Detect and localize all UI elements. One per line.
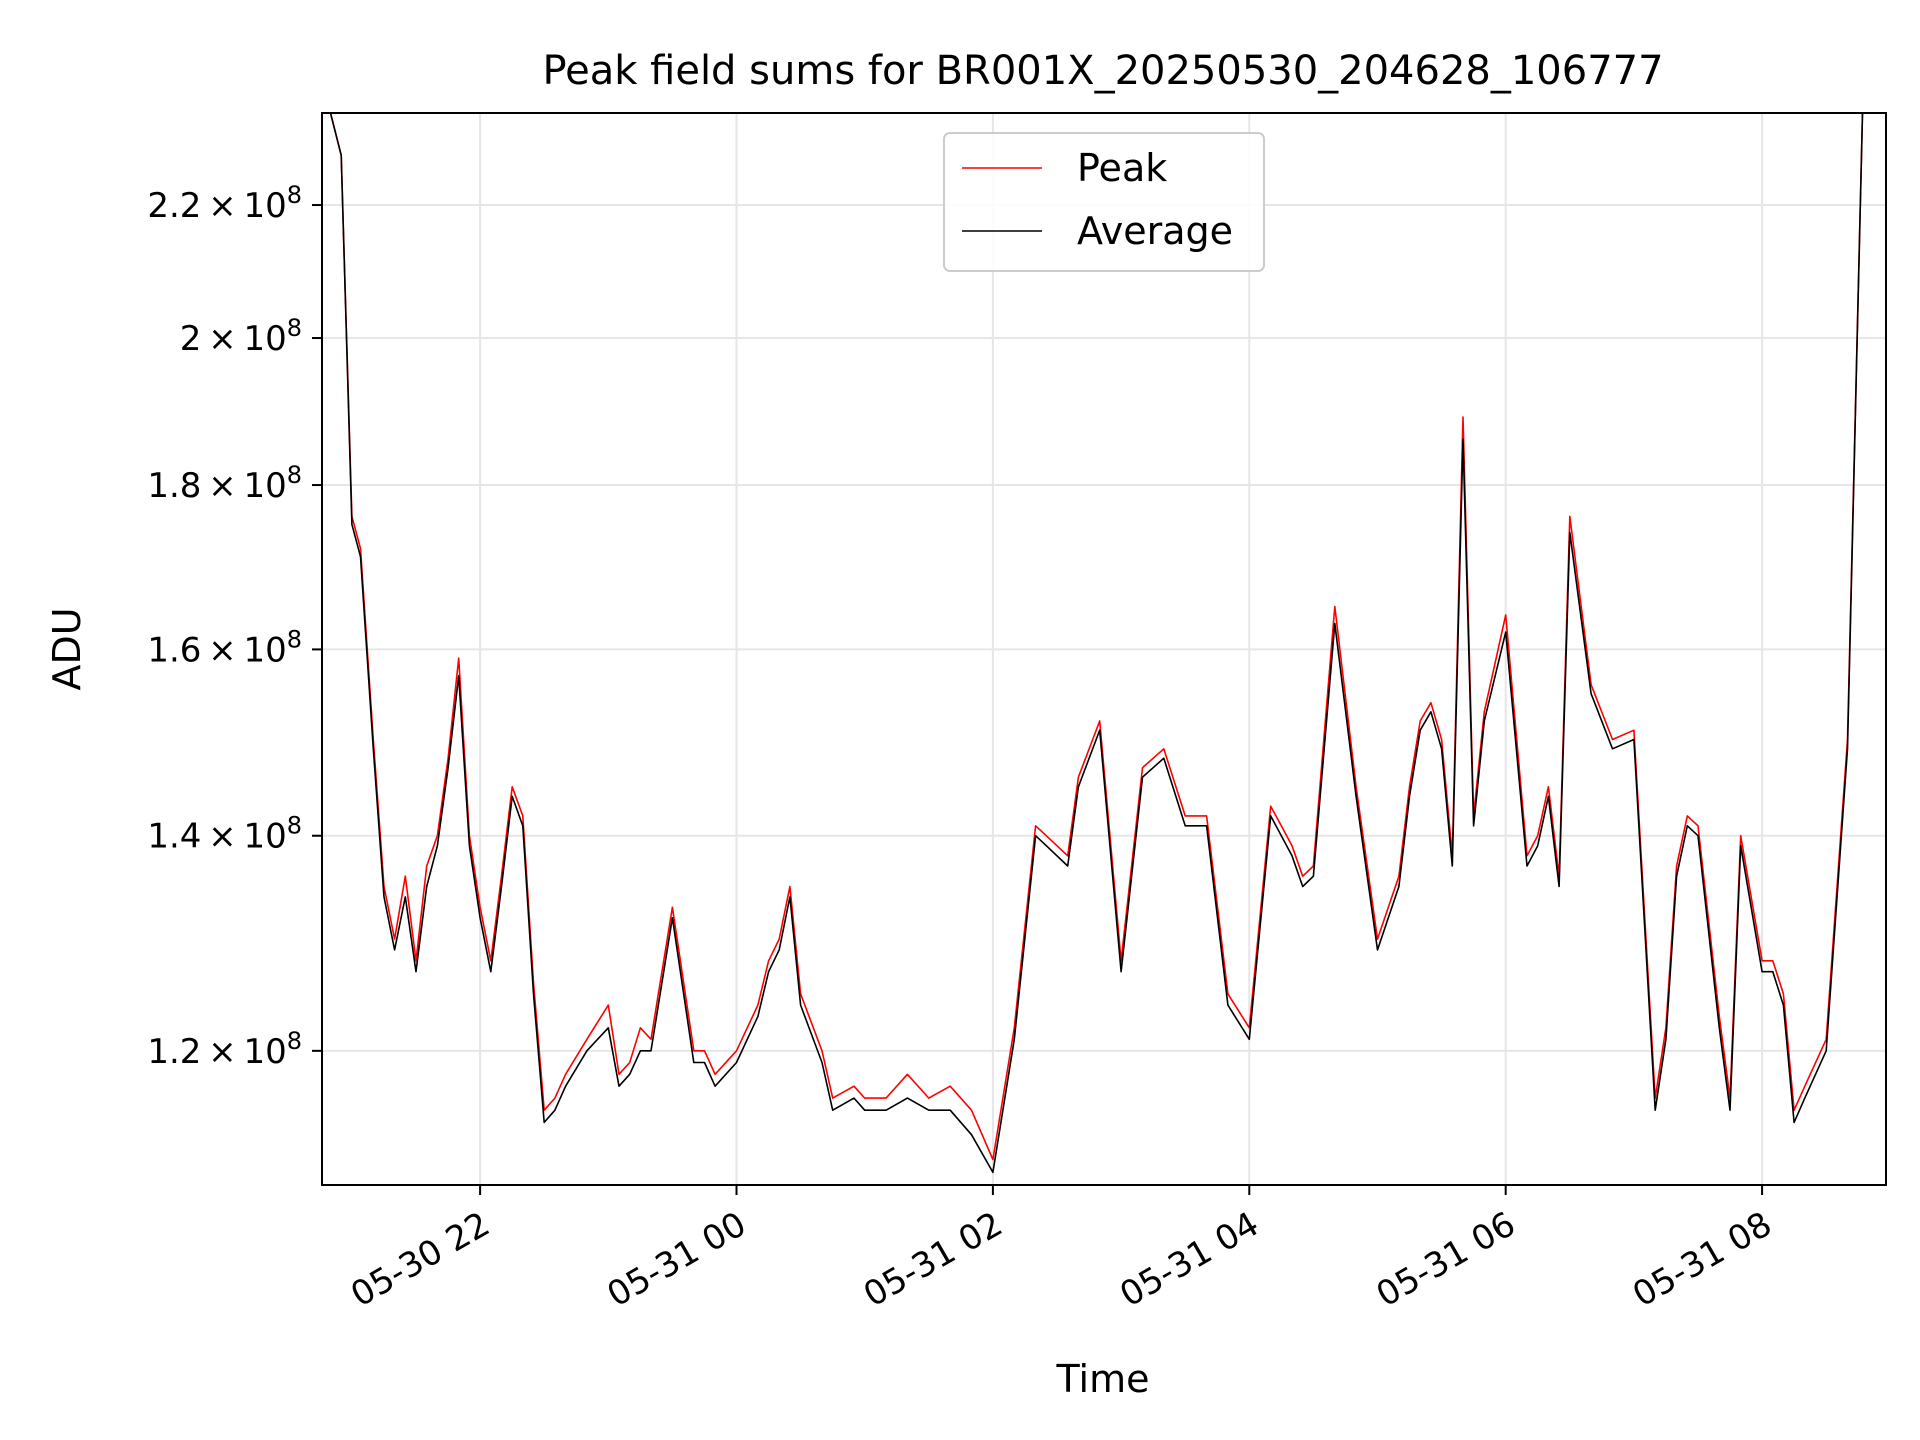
legend-label-peak: Peak bbox=[1077, 146, 1167, 190]
series-line-average bbox=[329, 113, 1864, 1174]
x-axis-label: Time bbox=[1056, 1357, 1150, 1401]
y-axis-label: ADU bbox=[45, 607, 89, 690]
legend: Peak Average bbox=[943, 132, 1265, 272]
y-tick-label: 1.2 × 108 bbox=[147, 1027, 302, 1072]
y-axis: 1.2 × 108 1.4 × 108 1.6 × 108 1.8 × 108 2 × … bbox=[147, 181, 322, 1072]
y-tick-label: 1.6 × 108 bbox=[147, 625, 302, 670]
chart-title: Peak field sums for BR001X_20250530_2046… bbox=[542, 48, 1663, 94]
y-tick-label: 2 × 108 bbox=[180, 314, 302, 359]
series-layer bbox=[329, 113, 1864, 1174]
legend-label-average: Average bbox=[1077, 209, 1233, 253]
y-tick-label: 1.8 × 108 bbox=[147, 461, 302, 506]
grid bbox=[322, 113, 1886, 1185]
series-line-peak bbox=[329, 113, 1864, 1161]
y-tick-label: 1.4 × 108 bbox=[147, 812, 302, 857]
y-tick-label: 2.2 × 108 bbox=[147, 181, 302, 226]
